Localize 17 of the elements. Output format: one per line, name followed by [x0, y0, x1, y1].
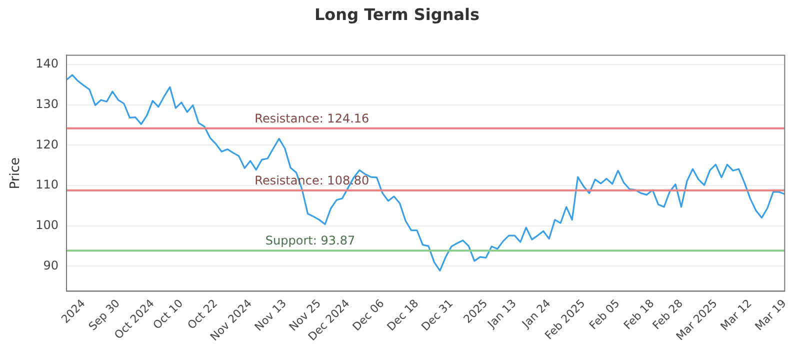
x-tick-label: Mar 19: [752, 296, 789, 334]
ref-line-label: Resistance: 124.16: [254, 112, 370, 126]
x-tick-label: Mar 12: [718, 296, 754, 334]
x-tick-label: Dec 06: [350, 296, 387, 334]
x-tick-label: Nov 13: [252, 296, 289, 334]
ref-line-label: Support: 93.87: [265, 234, 356, 248]
y-tick-label: 130: [36, 96, 59, 111]
y-tick-label: 120: [36, 137, 59, 152]
x-tick-label: Feb 05: [586, 296, 622, 332]
x-tick-label: Dec 18: [384, 296, 422, 334]
y-axis-title: Price: [8, 157, 24, 190]
y-tick-label: 140: [36, 56, 59, 71]
y-tick-label: 100: [36, 218, 59, 232]
y-tick-label: 90: [43, 258, 59, 272]
x-tick-label: Dec 31: [418, 296, 456, 334]
y-tick-label: 110: [36, 178, 59, 192]
chart-title: Long Term Signals: [314, 4, 480, 24]
